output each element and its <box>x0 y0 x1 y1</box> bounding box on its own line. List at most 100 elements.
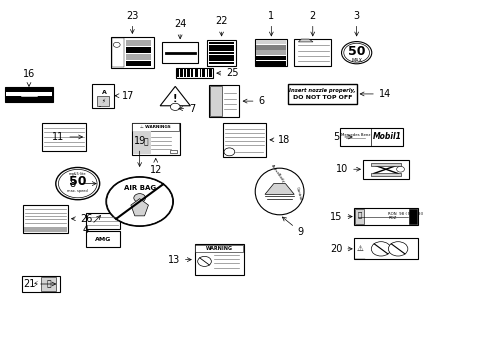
Text: 50: 50 <box>69 175 86 188</box>
Text: ⚡: ⚡ <box>101 99 105 104</box>
Text: 📖: 📖 <box>46 279 51 288</box>
Text: WARNING: WARNING <box>205 246 232 251</box>
Text: DO NOT TOP OFF: DO NOT TOP OFF <box>292 95 351 100</box>
Text: 5: 5 <box>332 132 351 142</box>
Bar <box>41 277 56 291</box>
Text: 11: 11 <box>52 132 82 142</box>
Bar <box>5 87 53 102</box>
Text: ⚠: ⚠ <box>356 244 363 253</box>
Bar <box>206 40 236 66</box>
Bar <box>208 62 234 64</box>
Bar <box>370 173 400 176</box>
Text: MAX: MAX <box>350 58 362 63</box>
Bar <box>176 68 213 78</box>
Text: 7: 7 <box>179 104 195 114</box>
Bar <box>125 54 150 59</box>
Text: 21: 21 <box>23 279 56 289</box>
Text: 8: 8 <box>70 179 96 189</box>
Bar <box>6 98 52 102</box>
Bar <box>197 69 198 77</box>
Polygon shape <box>160 86 190 106</box>
Bar <box>112 38 124 67</box>
Bar <box>256 45 285 50</box>
Bar <box>23 227 67 232</box>
Bar <box>99 103 101 107</box>
Bar <box>191 69 192 77</box>
Bar <box>408 209 416 225</box>
Text: 25: 25 <box>216 68 238 78</box>
Bar <box>362 160 408 179</box>
Bar <box>256 50 285 55</box>
Text: 24: 24 <box>174 19 186 39</box>
Text: 23: 23 <box>126 11 138 33</box>
Bar <box>288 84 356 104</box>
Bar <box>86 231 120 247</box>
Text: ⚠ WARNINGS: ⚠ WARNINGS <box>140 125 171 129</box>
Bar <box>339 129 402 145</box>
Bar <box>86 213 120 229</box>
Text: 15: 15 <box>329 212 351 221</box>
Bar <box>194 244 243 275</box>
Bar <box>256 56 285 60</box>
Bar <box>92 84 114 108</box>
Bar <box>353 208 417 225</box>
Text: ⚡: ⚡ <box>32 279 38 288</box>
Bar <box>206 69 207 77</box>
Bar <box>195 69 197 77</box>
Text: 3: 3 <box>353 11 359 36</box>
Bar <box>370 163 400 166</box>
Circle shape <box>387 242 407 256</box>
Circle shape <box>370 242 390 256</box>
Text: AIR BAG: AIR BAG <box>123 185 155 191</box>
Bar <box>210 69 212 77</box>
Bar <box>180 69 181 77</box>
Bar <box>42 123 86 151</box>
Text: 17: 17 <box>115 91 134 101</box>
Bar <box>208 52 234 54</box>
Bar <box>256 40 285 44</box>
Bar <box>208 55 234 58</box>
Bar <box>132 123 179 131</box>
Text: !: ! <box>173 94 177 104</box>
Bar <box>133 131 151 154</box>
Bar <box>187 69 188 77</box>
Bar <box>210 86 222 116</box>
Bar <box>208 49 234 51</box>
Text: A: A <box>102 90 106 95</box>
Bar <box>203 69 205 77</box>
Bar <box>354 209 363 225</box>
Bar <box>208 58 234 61</box>
Bar <box>184 69 185 77</box>
Polygon shape <box>298 39 312 42</box>
Bar <box>97 96 109 107</box>
Bar <box>125 60 150 66</box>
Polygon shape <box>264 184 294 194</box>
Text: 19: 19 <box>133 136 145 166</box>
Bar <box>169 150 176 153</box>
Circle shape <box>224 148 234 156</box>
Bar <box>125 40 150 46</box>
Bar <box>181 69 183 77</box>
Bar <box>195 244 243 252</box>
Bar <box>23 205 68 233</box>
Text: 14: 14 <box>360 89 390 99</box>
Text: 50: 50 <box>347 45 365 58</box>
Text: 2: 2 <box>309 11 315 36</box>
Text: Control: Control <box>294 186 301 201</box>
Text: ROZ: ROZ <box>387 216 396 220</box>
Text: 1: 1 <box>268 11 274 36</box>
Bar <box>353 238 417 259</box>
Polygon shape <box>131 199 148 216</box>
Ellipse shape <box>255 168 304 215</box>
Text: 26: 26 <box>71 214 92 224</box>
Text: Insert nozzle properly,: Insert nozzle properly, <box>289 88 355 93</box>
Text: 6: 6 <box>243 96 264 106</box>
Bar <box>125 47 150 53</box>
Text: 🤜: 🤜 <box>143 138 148 147</box>
Bar <box>188 69 189 77</box>
Text: Mercedes Benz: Mercedes Benz <box>340 133 369 137</box>
Circle shape <box>170 103 180 111</box>
Bar <box>256 61 285 66</box>
Bar <box>209 69 210 77</box>
Bar <box>222 123 266 157</box>
